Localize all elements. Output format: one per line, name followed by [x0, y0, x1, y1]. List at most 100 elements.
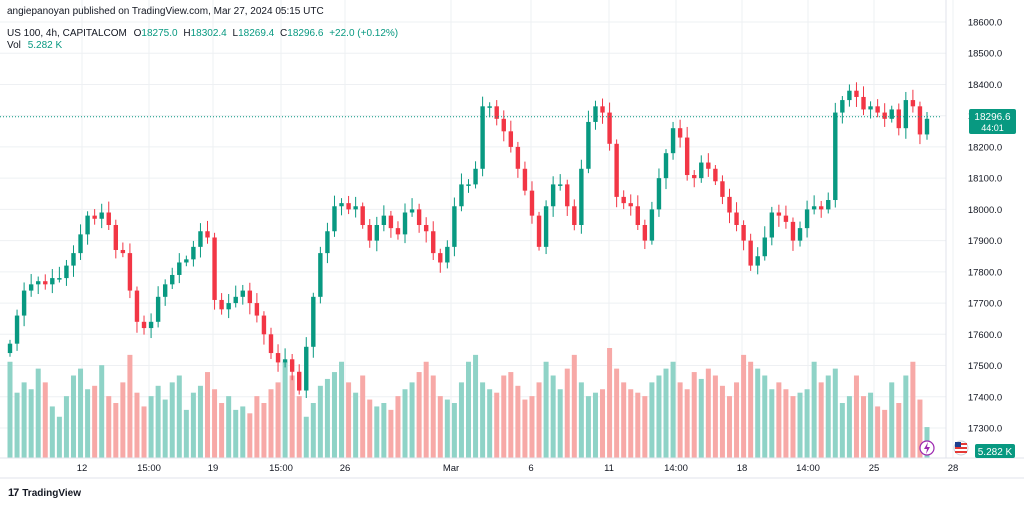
- symbol-label[interactable]: US 100, 4h, CAPITALCOM: [7, 28, 127, 39]
- tradingview-footer[interactable]: 17 TradingView: [8, 487, 81, 499]
- candle-body: [367, 225, 372, 241]
- high-label: H: [183, 28, 191, 39]
- volume-bar: [63, 396, 69, 458]
- candle-body: [558, 184, 563, 186]
- volume-bar: [134, 392, 140, 458]
- candle-body: [903, 100, 909, 129]
- x-tick-label: 26: [340, 463, 351, 474]
- x-tick-label: 14:00: [796, 463, 820, 474]
- volume-bar: [691, 372, 697, 458]
- candle-body: [28, 284, 34, 291]
- volume-bar: [861, 396, 867, 458]
- candles: [7, 82, 930, 399]
- candle-body: [311, 296, 316, 347]
- candle-body: [579, 168, 584, 225]
- volume-bar: [663, 368, 669, 458]
- volume-bar: [409, 382, 415, 458]
- candle-body: [649, 209, 655, 241]
- candle-body: [85, 215, 90, 235]
- candle-body: [162, 284, 168, 297]
- x-tick-label: 12: [77, 463, 88, 474]
- candle-body: [790, 221, 796, 241]
- volume-bar: [402, 389, 408, 458]
- candle-body: [924, 118, 930, 135]
- volume-bar: [677, 382, 683, 458]
- volume-bar: [635, 392, 641, 458]
- candle-body: [550, 184, 556, 207]
- candle-body: [57, 278, 62, 280]
- candle-body: [36, 281, 41, 285]
- candle-body: [621, 196, 626, 204]
- price-axis[interactable]: 18600.018500.018400.018300.018200.018100…: [968, 18, 1002, 435]
- candle-body: [635, 206, 640, 225]
- volume-bar: [444, 399, 450, 458]
- candle-body: [677, 128, 683, 138]
- volume-bar: [600, 389, 606, 458]
- candle-body: [282, 359, 288, 363]
- volume-bar: [233, 409, 239, 458]
- volume-bar: [776, 382, 782, 458]
- candle-body: [586, 121, 591, 169]
- candle-body: [134, 290, 140, 322]
- candle-body: [339, 203, 344, 207]
- candle-body: [155, 296, 161, 322]
- y-tick-label: 17400.0: [968, 392, 1002, 403]
- time-axis[interactable]: 12 15:00 19 15:00 26 Mar 6 11 14:00 18 14:00 25 28: [77, 463, 959, 474]
- candle-body: [289, 359, 295, 372]
- volume-bar: [162, 399, 168, 458]
- candle-body: [804, 209, 810, 229]
- volume-bar: [755, 368, 761, 458]
- volume-bar: [494, 392, 500, 458]
- volume-bar: [268, 389, 274, 458]
- open-value: 18275.0: [141, 28, 178, 39]
- volume-bar: [183, 409, 189, 458]
- volume-bar: [734, 382, 740, 458]
- candle-body: [508, 131, 514, 147]
- volume-bar: [49, 406, 55, 458]
- publisher-caption: angiepanoyan published on TradingView.co…: [7, 6, 324, 17]
- tradingview-logo-icon: 17: [8, 487, 19, 499]
- volume-bar: [78, 368, 84, 458]
- open-label: O: [133, 28, 142, 39]
- candle-body: [14, 315, 20, 344]
- volume-bar: [522, 399, 528, 458]
- volume-bar: [360, 375, 366, 458]
- volume-value: 5.282 K: [27, 40, 63, 51]
- volume-bar: [35, 368, 41, 458]
- y-tick-label: 18100.0: [968, 174, 1002, 185]
- volume-bar: [543, 361, 549, 458]
- volume-bar: [430, 375, 436, 458]
- volume-bar: [247, 413, 253, 458]
- volume-badge: 5.282 K: [975, 444, 1015, 458]
- x-tick-label: 11: [604, 463, 614, 474]
- volume-bar: [515, 385, 521, 458]
- candle-body: [762, 237, 767, 257]
- volume-bar: [353, 392, 359, 458]
- volume-bar: [458, 382, 464, 458]
- volume-bar: [903, 375, 909, 458]
- volume-bar: [190, 392, 196, 458]
- volume-bar: [21, 382, 27, 458]
- volume-bar: [451, 403, 457, 458]
- candle-body: [254, 303, 260, 316]
- candle-body: [755, 256, 760, 266]
- volume-bar: [70, 375, 76, 458]
- lightning-icon[interactable]: [919, 440, 935, 456]
- candle-body: [875, 106, 880, 113]
- candle-body: [346, 203, 351, 210]
- volume-bar: [219, 403, 225, 458]
- candle-body: [353, 206, 358, 210]
- x-tick-label: 28: [948, 463, 959, 474]
- volume-bar: [28, 389, 34, 458]
- candle-body: [734, 212, 739, 225]
- volume-bar: [324, 378, 330, 458]
- candle-body: [409, 209, 415, 213]
- candle-body: [170, 274, 175, 285]
- candle-body: [614, 143, 619, 197]
- candle-body: [381, 215, 387, 225]
- volume-bar: [437, 396, 443, 458]
- volume-bar: [42, 382, 48, 458]
- volume-bar: [169, 382, 175, 458]
